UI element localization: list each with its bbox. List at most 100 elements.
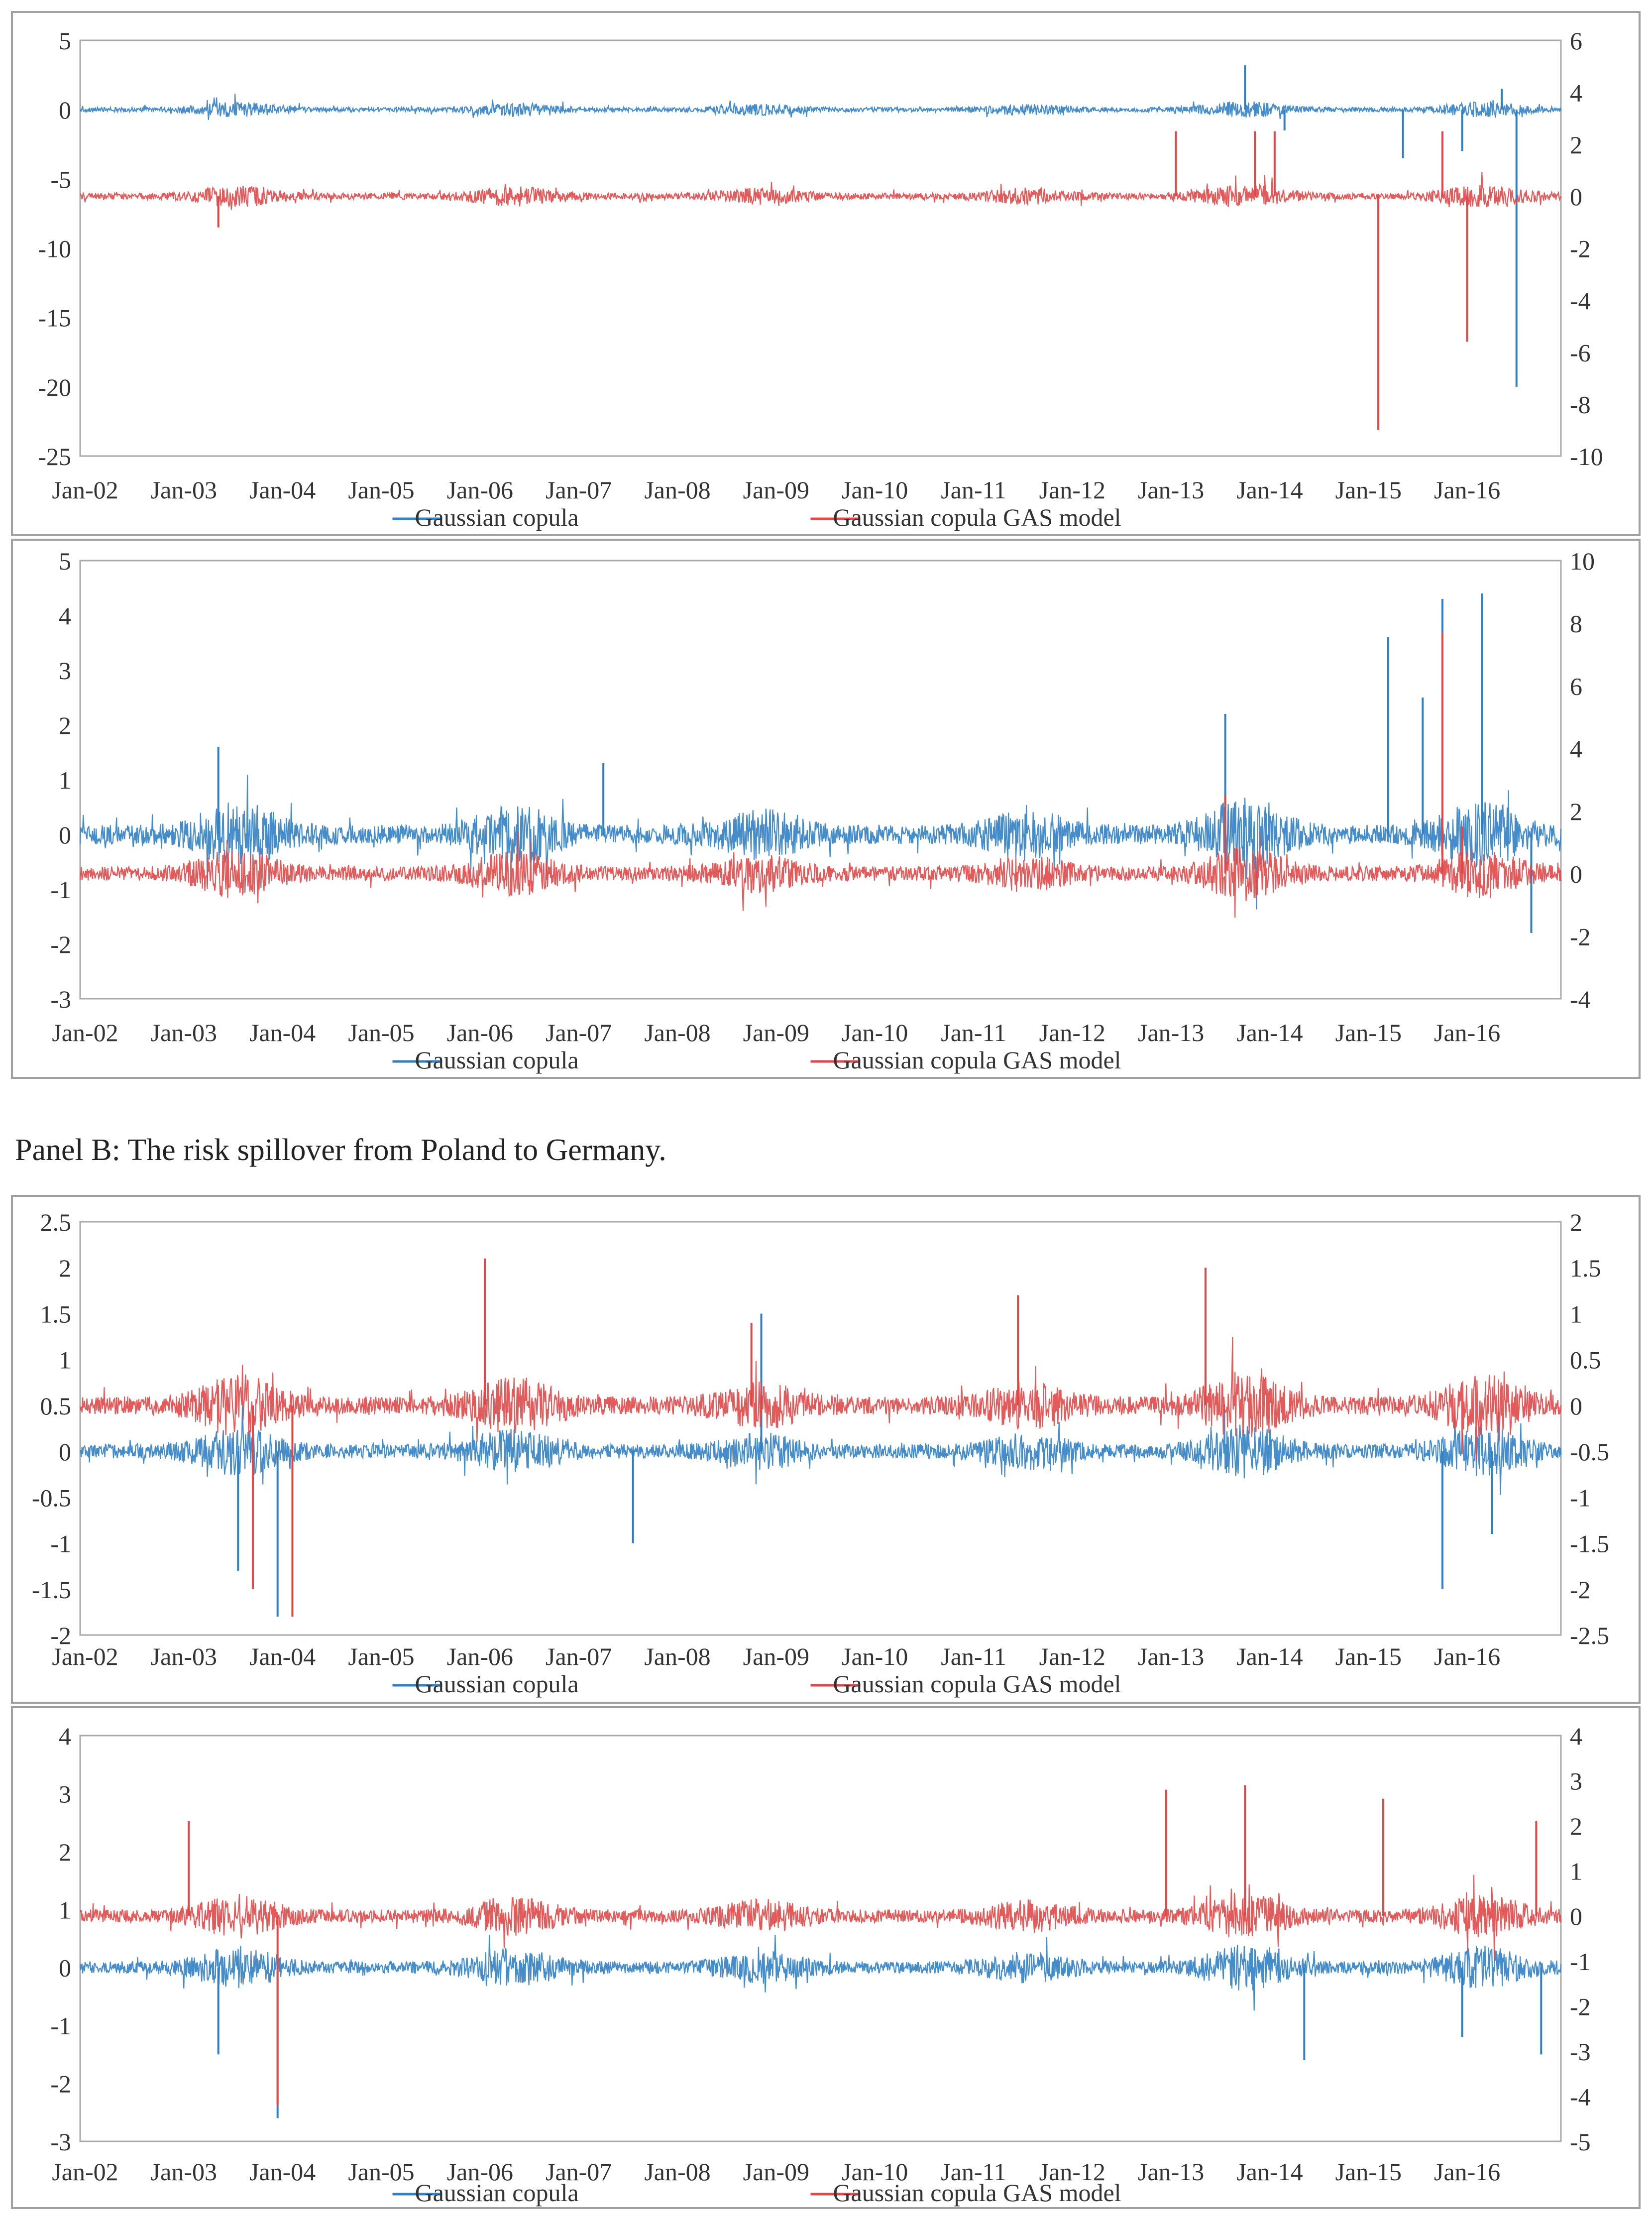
x-tick-label: Jan-16: [1434, 1642, 1500, 1670]
legend-gaussian-copula: Gaussian copula: [392, 1046, 579, 1074]
x-tick-label: Jan-03: [151, 2158, 217, 2186]
x-tick-label: Jan-14: [1236, 476, 1303, 504]
legend-label: Gaussian copula GAS model: [833, 1046, 1121, 1074]
series-line-gaussian-copula: [79, 775, 1562, 910]
x-tick-label: Jan-14: [1236, 2158, 1303, 2186]
x-tick-label: Jan-13: [1138, 1019, 1204, 1047]
left-tick-label: 4: [59, 602, 71, 630]
chart-panel-3: 2.5 2 1.5 1 0.5 0 -0.5 -1 -1.5 -2 2 1.5 1 0.5 0 -0.5 -1 -…: [11, 1195, 1641, 1704]
right-tick-label: 2: [1570, 1812, 1582, 1840]
x-tick-label: Jan-10: [842, 476, 908, 504]
x-tick-label: Jan-07: [546, 1019, 612, 1047]
right-tick-label: 0: [1570, 860, 1582, 888]
x-tick-label: Jan-09: [743, 2158, 809, 2186]
right-tick-label: -2: [1570, 1576, 1591, 1604]
legend-gaussian-copula: Gaussian copula: [392, 503, 579, 531]
left-tick-label: -1: [50, 1530, 71, 1558]
x-tick-label: Jan-04: [249, 1019, 316, 1047]
x-tick-label: Jan-10: [842, 1019, 908, 1047]
left-tick-label: 3: [59, 1780, 71, 1808]
x-tick-label: Jan-07: [546, 476, 612, 504]
left-tick-label: 0: [59, 821, 71, 849]
right-tick-label: 2: [1570, 798, 1582, 825]
chart-panel-1: 5 0 -5 -10 -15 -20 -25 6 4 2 0 -2 -4 -6 -8 -10 Jan-02 Jan…: [11, 11, 1641, 536]
left-tick-label: -1.5: [32, 1576, 71, 1604]
right-tick-label: 4: [1570, 1722, 1582, 1750]
left-tick-label: 2: [59, 1838, 71, 1866]
right-tick-label: 0: [1570, 1392, 1582, 1420]
left-tick-label: -1: [50, 2012, 71, 2040]
left-tick-label: -2: [50, 931, 71, 958]
right-tick-label: 1: [1570, 1300, 1582, 1328]
legend-label: Gaussian copula GAS model: [833, 1670, 1121, 1698]
left-tick-label: 5: [59, 27, 71, 55]
x-tick-label: Jan-13: [1138, 2158, 1204, 2186]
left-tick-label: -3: [50, 985, 71, 1013]
plot-area: [79, 1735, 1562, 2142]
x-tick-label: Jan-11: [941, 1019, 1006, 1047]
right-tick-label: -0.5: [1570, 1438, 1609, 1466]
right-tick-label: 6: [1570, 27, 1582, 55]
x-tick-label: Jan-05: [348, 2158, 414, 2186]
left-tick-label: 2: [59, 711, 71, 739]
left-tick-label: 1: [59, 766, 71, 794]
left-tick-label: 3: [59, 657, 71, 685]
x-tick-label: Jan-03: [151, 1642, 217, 1670]
right-tick-label: -4: [1570, 2083, 1591, 2110]
right-tick-label: 10: [1570, 547, 1595, 575]
right-tick-label: -10: [1570, 443, 1603, 470]
x-tick-label: Jan-02: [52, 2158, 118, 2186]
chart-panel-2: 5 4 3 2 1 0 -1 -2 -3 10 8 6 4 2 0 -2 -4 Jan-02 Jan-03 Jan-0…: [11, 539, 1641, 1079]
right-tick-label: -6: [1570, 339, 1591, 366]
x-tick-label: Jan-15: [1335, 1019, 1402, 1047]
legend-gas-model: Gaussian copula GAS model: [810, 2179, 1121, 2207]
x-tick-label: Jan-06: [447, 1642, 513, 1670]
x-tick-label: Jan-08: [644, 2158, 710, 2186]
left-tick-label: -10: [38, 235, 71, 263]
series-line-gaussian-copula: [79, 1935, 1562, 2011]
x-tick-label: Jan-15: [1335, 2158, 1402, 2186]
right-tick-label: 2: [1570, 1208, 1582, 1236]
right-tick-label: 2: [1570, 131, 1582, 159]
left-tick-label: 1: [59, 1896, 71, 1924]
x-tick-label: Jan-02: [52, 1642, 118, 1670]
x-tick-label: Jan-08: [644, 1642, 710, 1670]
left-tick-label: -3: [50, 2128, 71, 2156]
right-tick-label: 8: [1570, 610, 1582, 638]
x-tick-label: Jan-05: [348, 476, 414, 504]
x-tick-label: Jan-02: [52, 476, 118, 504]
x-tick-label: Jan-06: [447, 2158, 513, 2186]
legend-gaussian-copula: Gaussian copula: [392, 2179, 579, 2207]
left-tick-label: 1: [59, 1346, 71, 1374]
left-tick-label: -1: [50, 876, 71, 904]
series-line-gas-model: [79, 1337, 1562, 1461]
right-tick-label: -1: [1570, 1948, 1591, 1976]
x-tick-label: Jan-06: [447, 476, 513, 504]
left-tick-label: 0: [59, 1954, 71, 1982]
x-tick-label: Jan-11: [941, 1642, 1006, 1670]
plot-area: [79, 1221, 1562, 1636]
legend-label: Gaussian copula: [415, 503, 579, 531]
left-tick-label: -2: [50, 1622, 71, 1649]
x-tick-label: Jan-16: [1434, 476, 1500, 504]
legend-gas-model: Gaussian copula GAS model: [810, 1046, 1121, 1074]
left-tick-label: 0.5: [40, 1392, 72, 1420]
x-tick-label: Jan-11: [941, 2158, 1006, 2186]
left-tick-label: -20: [38, 373, 71, 401]
x-tick-label: Jan-12: [1039, 1019, 1105, 1047]
x-tick-label: Jan-15: [1335, 476, 1402, 504]
legend-label: Gaussian copula: [415, 1670, 579, 1698]
left-tick-label: 5: [59, 547, 71, 575]
right-tick-label: -3: [1570, 2038, 1591, 2066]
x-tick-label: Jan-02: [52, 1019, 118, 1047]
chart-panel-4: 4 3 2 1 0 -1 -2 -3 4 3 2 1 0 -1 -2 -3 -4 -5 Jan-02 Jan-03 Ja…: [11, 1706, 1641, 2209]
legend-label: Gaussian copula: [415, 2179, 579, 2207]
legend-gaussian-copula: Gaussian copula: [392, 1670, 579, 1698]
x-tick-label: Jan-13: [1138, 1642, 1204, 1670]
x-tick-label: Jan-13: [1138, 476, 1204, 504]
series-line-gas-model: [79, 1874, 1562, 1960]
x-tick-label: Jan-15: [1335, 1642, 1402, 1670]
legend-label: Gaussian copula GAS model: [833, 2179, 1121, 2207]
x-tick-label: Jan-12: [1039, 1642, 1105, 1670]
